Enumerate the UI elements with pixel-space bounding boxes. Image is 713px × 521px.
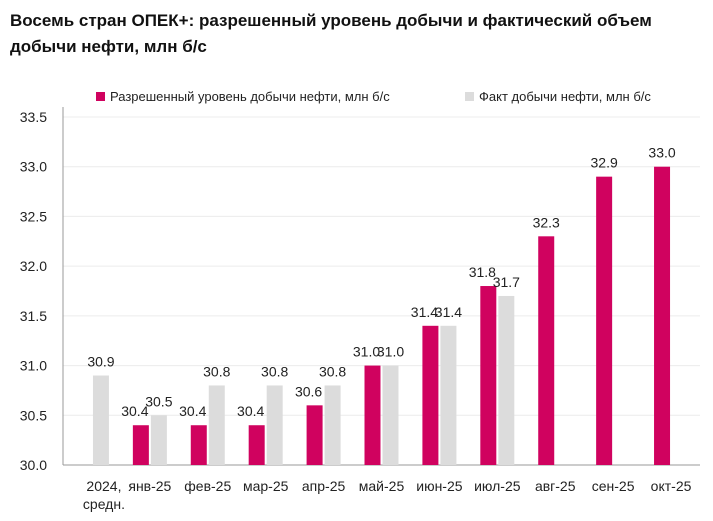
chart-title: Восемь стран ОПЕК+: разрешенный уровень … [10,11,652,56]
bar-permitted [538,236,555,465]
data-label: 32.9 [591,155,618,171]
bar-permitted [190,425,207,465]
bar-actual [266,385,283,465]
x-tick-label: апр-25 [302,478,346,494]
data-label: 30.4 [121,403,148,419]
data-label: 33.0 [648,145,675,161]
legend-swatch [465,92,474,101]
bar-permitted [596,176,613,465]
data-label: 31.4 [435,304,462,320]
x-tick-label: сен-25 [592,478,635,494]
data-label: 30.4 [179,403,206,419]
y-tick-label: 32.5 [20,208,47,224]
bar-actual [208,385,225,465]
data-label: 31.0 [353,344,380,360]
data-label: 30.8 [319,363,346,379]
y-tick-label: 31.5 [20,308,47,324]
data-label: 31.4 [411,304,438,320]
x-tick-label: 2024, [86,478,121,494]
x-tick-label: май-25 [359,478,405,494]
x-tick-label: мар-25 [243,478,289,494]
legend-label: Факт добычи нефти, млн б/с [479,89,651,104]
data-label: 31.0 [377,344,404,360]
data-label: 30.6 [295,383,322,399]
bar-permitted [480,286,497,465]
x-tick-label: окт-25 [651,478,692,494]
y-tick-label: 30.0 [20,457,47,473]
data-label: 31.7 [493,274,520,290]
bar-permitted [248,425,265,465]
legend-swatch [96,92,105,101]
bar-actual [498,295,515,465]
data-label: 32.3 [533,214,560,230]
y-tick-label: 33.5 [20,109,47,125]
x-tick-label: средн. [83,496,125,512]
legend-label: Разрешенный уровень добычи нефти, млн б/… [110,89,390,104]
data-label: 30.8 [261,363,288,379]
bar-actual [324,385,341,465]
bar-permitted [654,166,671,465]
bar-permitted [364,365,381,465]
bar-actual [440,325,457,465]
x-tick-label: авг-25 [535,478,576,494]
y-tick-label: 33.0 [20,159,47,175]
bar-actual [92,375,109,465]
data-label: 30.5 [145,393,172,409]
x-tick-label: июн-25 [416,478,463,494]
x-tick-label: июл-25 [474,478,521,494]
data-label: 30.4 [237,403,264,419]
bar-actual [150,415,167,465]
bar-permitted [422,325,439,465]
bar-permitted [132,425,149,465]
bar-actual [382,365,399,465]
y-tick-label: 32.0 [20,258,47,274]
x-tick-label: фев-25 [184,478,231,494]
y-tick-label: 30.5 [20,407,47,423]
y-tick-label: 31.0 [20,358,47,374]
x-tick-label: янв-25 [128,478,171,494]
data-label: 31.8 [469,264,496,280]
bar-permitted [306,405,323,465]
data-label: 30.9 [87,354,114,370]
data-label: 30.8 [203,363,230,379]
